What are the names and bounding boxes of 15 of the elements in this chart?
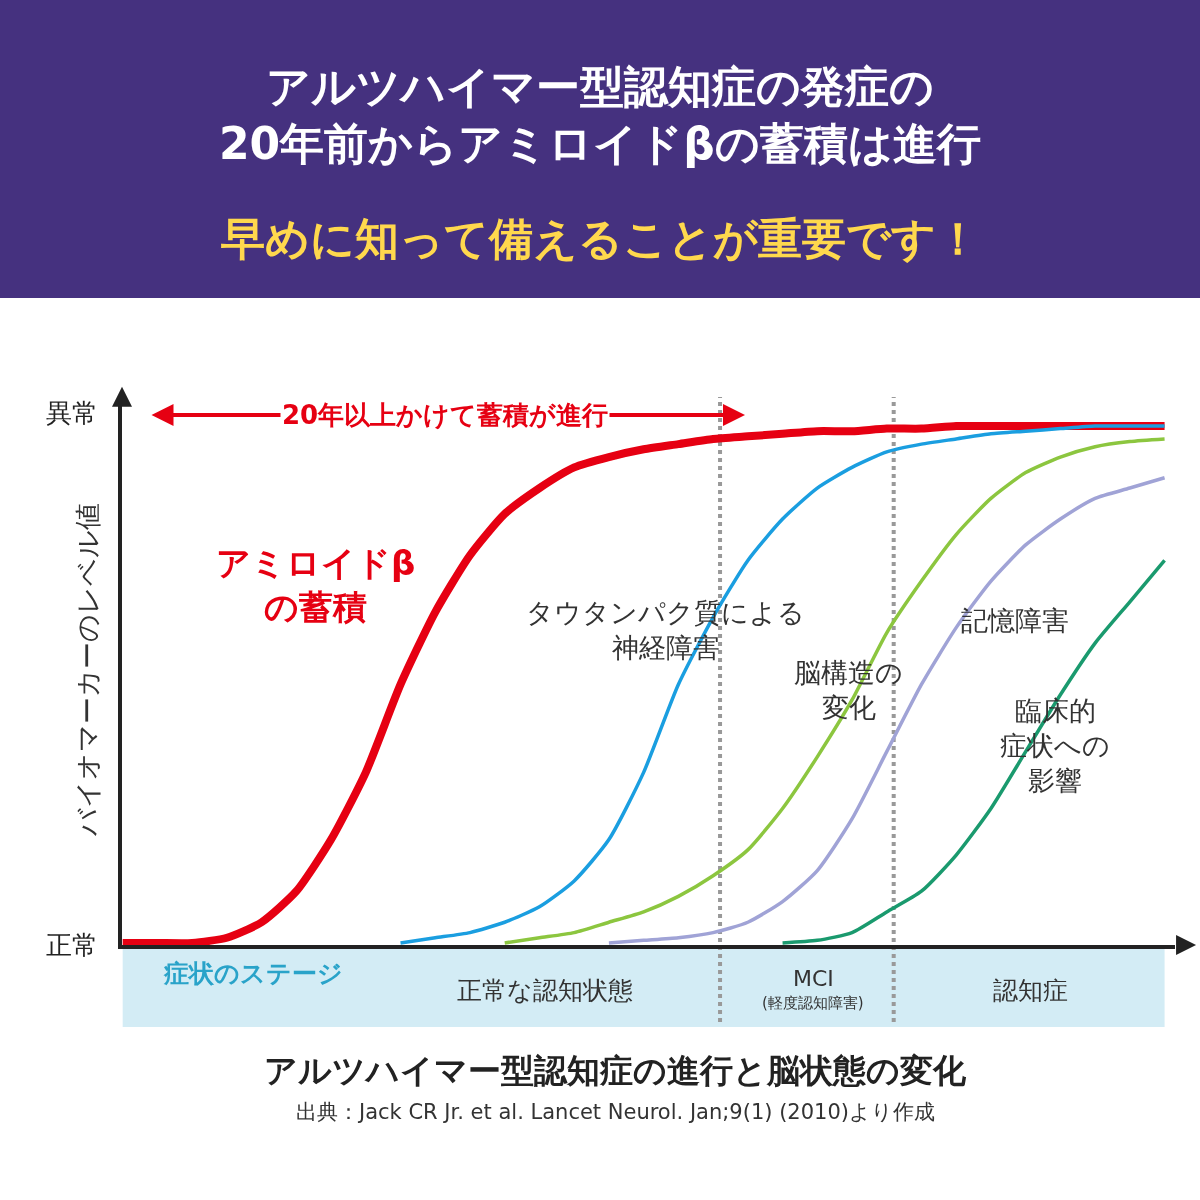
chart-title: アルツハイマー型認知症の発症の 20年前からアミロイドβの蓄積は進行 xyxy=(219,61,981,170)
source-note: 出典：Jack CR Jr. et al. Lancet Neurol. Jan;9(1) (2010)より作成 xyxy=(296,1100,935,1124)
chart-subtitle: 早めに知って備えることが重要です！ xyxy=(220,213,980,264)
series-label: アミロイドβの蓄積 xyxy=(216,543,416,628)
text: 認知症 xyxy=(993,976,1068,1005)
text: MCI xyxy=(793,966,834,991)
x-axis-title: 症状のステージ xyxy=(163,959,343,988)
text: 正常 xyxy=(46,930,98,960)
text: 異常 xyxy=(46,398,98,428)
y-axis-title: バイオマーカーのレベル値 xyxy=(71,503,103,838)
text: (軽度認知障害) xyxy=(762,994,864,1012)
text: 正常な認知状態 xyxy=(457,976,633,1005)
series-label: 記憶障害 xyxy=(961,605,1069,636)
annotation: 20年以上かけて蓄積が進行 xyxy=(282,400,609,430)
text: アルツハイマー型認知症の進行と脳状態の変化 xyxy=(264,1051,967,1090)
